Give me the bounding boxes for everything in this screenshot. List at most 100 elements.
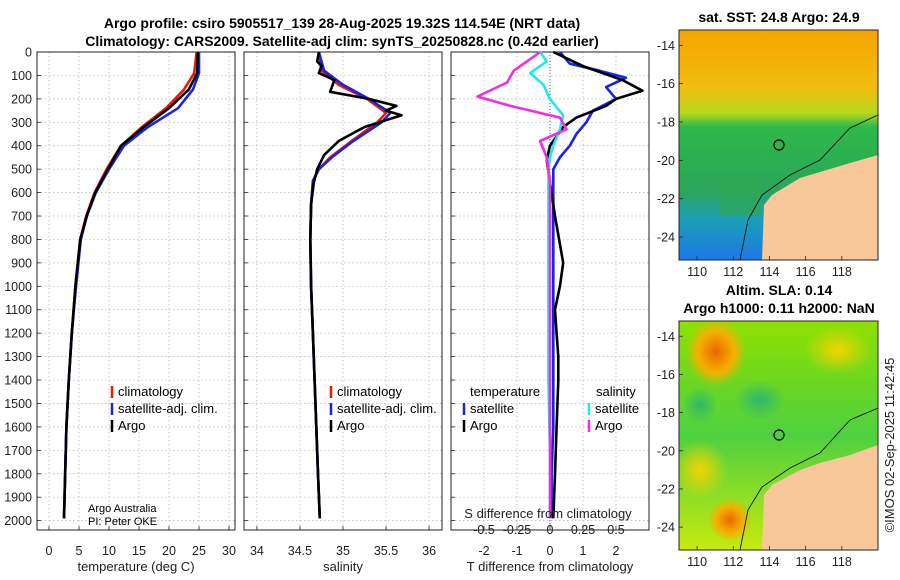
legend-salinity-title: salinity [596,384,636,399]
map-lat-label: -22 [657,192,675,206]
legend-t-argo: Argo [470,418,497,433]
x-tick-label: 36 [422,544,436,558]
y-tick-label: 1900 [4,491,32,505]
figure-title-line2: Climatology: CARS2009. Satellite-adj cli… [85,33,599,49]
temperature-axis-label: temperature (deg C) [77,559,194,574]
y-tick-label: 1200 [4,327,32,341]
s-difference-axis-label: S difference from climatology [464,506,632,521]
s-diff-tick-label: 0 [547,523,554,537]
s-diff-tick-label: 0.5 [607,523,624,537]
x-tick-label: 30 [222,544,236,558]
salinity-axis-label: salinity [323,559,363,574]
x-tick-label: 10 [102,544,116,558]
legend-satellite-adj: satellite-adj. clim. [118,401,218,416]
y-tick-label: 500 [11,163,32,177]
sst-isobath [739,114,878,260]
map-lon-label: 116 [796,265,816,279]
legend-argo: Argo [337,418,364,433]
legend-climatology: climatology [337,384,403,399]
map-lat-label: -20 [657,154,675,168]
temperature-legend: climatology satellite-adj. clim. Argo [110,384,218,433]
credit-line1: Argo Australia [88,503,157,515]
map-lat-label: -16 [657,368,675,382]
y-tick-label: 1800 [4,467,32,481]
y-tick-label: 1500 [4,397,32,411]
series-salinity-argo [308,51,403,519]
x-tick-label: 15 [132,544,146,558]
difference-legend: temperature salinity satellite Argo sate… [462,384,639,433]
sla-land [762,445,878,550]
sst-land [762,155,878,260]
figure-title-line1: Argo profile: csiro 5905517_139 28-Aug-2… [104,15,580,31]
y-tick-label: 1600 [4,420,32,434]
sla-map-title-line2: Argo h1000: 0.11 h2000: NaN [683,300,874,316]
y-tick-label: 2000 [4,514,32,528]
map-lat-label: -20 [657,444,675,458]
legend-climatology: climatology [118,384,184,399]
x-tick-label: 20 [162,544,176,558]
map-lon-label: 112 [723,555,743,569]
t-difference-axis-label: T difference from climatology [467,559,634,574]
y-tick-label: 300 [11,116,32,130]
sla-map: Altim. SLA: 0.14 Argo h1000: 0.11 h2000:… [657,282,879,569]
x-axes: 0 5 10 15 20 25 30 34 34.5 35 35.5 36 -2 -1 0 1 2 -0.5 -0.… [46,523,625,558]
x-tick-label: -2 [478,544,489,558]
map-lon-label: 110 [687,555,707,569]
sla-map-title-line1: Altim. SLA: 0.14 [726,282,833,298]
series-difference-s-satellite [528,51,565,519]
map-lat-label: -18 [657,406,675,420]
salinity-panel [243,51,443,531]
x-tick-label: 34.5 [288,544,312,558]
s-diff-tick-label: -0.5 [473,523,495,537]
y-tick-label: 200 [11,92,32,106]
map-lon-label: 116 [796,555,816,569]
x-tick-label: 5 [76,544,83,558]
map-lat-label: -24 [657,231,675,245]
legend-t-satellite: satellite [470,401,514,416]
s-diff-tick-label: 0.25 [571,523,595,537]
x-tick-label: -1 [511,544,522,558]
map-lon-label: 110 [687,265,707,279]
sla-argo-marker [773,429,785,441]
legend-temperature-title: temperature [470,384,540,399]
y-tick-label: 1000 [4,280,32,294]
y-tick-label: 1300 [4,350,32,364]
map-lat-label: -18 [657,116,675,130]
profile-lines [62,50,644,519]
x-tick-label: 2 [613,544,620,558]
y-tick-label: 0 [25,46,32,60]
map-lat-label: -24 [657,521,675,535]
series-difference-s-argo [476,50,568,519]
x-tick-label: 1 [580,544,587,558]
y-tick-label: 100 [11,69,32,83]
map-lat-label: -14 [657,330,675,344]
y-tick-label: 1700 [4,444,32,458]
y-tick-label: 400 [11,139,32,153]
y-tick-label: 600 [11,186,32,200]
x-tick-label: 34 [250,544,264,558]
y-tick-label: 900 [11,256,32,270]
map-lon-label: 114 [759,265,779,279]
legend-s-satellite: satellite [595,401,639,416]
credit-line2: PI: Peter OKE [88,516,157,528]
legend-satellite-adj: satellite-adj. clim. [337,401,437,416]
map-lon-label: 112 [723,265,743,279]
y-tick-label: 700 [11,210,32,224]
legend-argo: Argo [118,418,145,433]
map-lat-label: -22 [657,482,675,496]
sla-isobath [739,407,878,550]
map-lon-label: 118 [832,555,852,569]
difference-panel [450,51,650,531]
sst-argo-marker [773,139,785,151]
y-tick-label: 1100 [5,303,32,317]
x-tick-label: 0 [46,544,53,558]
x-tick-label: 0 [547,544,554,558]
series-temperature-argo [62,51,200,519]
sst-map-title: sat. SST: 24.8 Argo: 24.9 [698,9,860,25]
map-lat-label: -16 [657,77,675,91]
map-lat-label: -14 [657,39,675,53]
x-tick-label: 25 [192,544,206,558]
s-diff-tick-label: -0.25 [503,523,532,537]
imos-watermark: ©IMOS 02-Sep-2025 11:42:45 [882,358,897,533]
